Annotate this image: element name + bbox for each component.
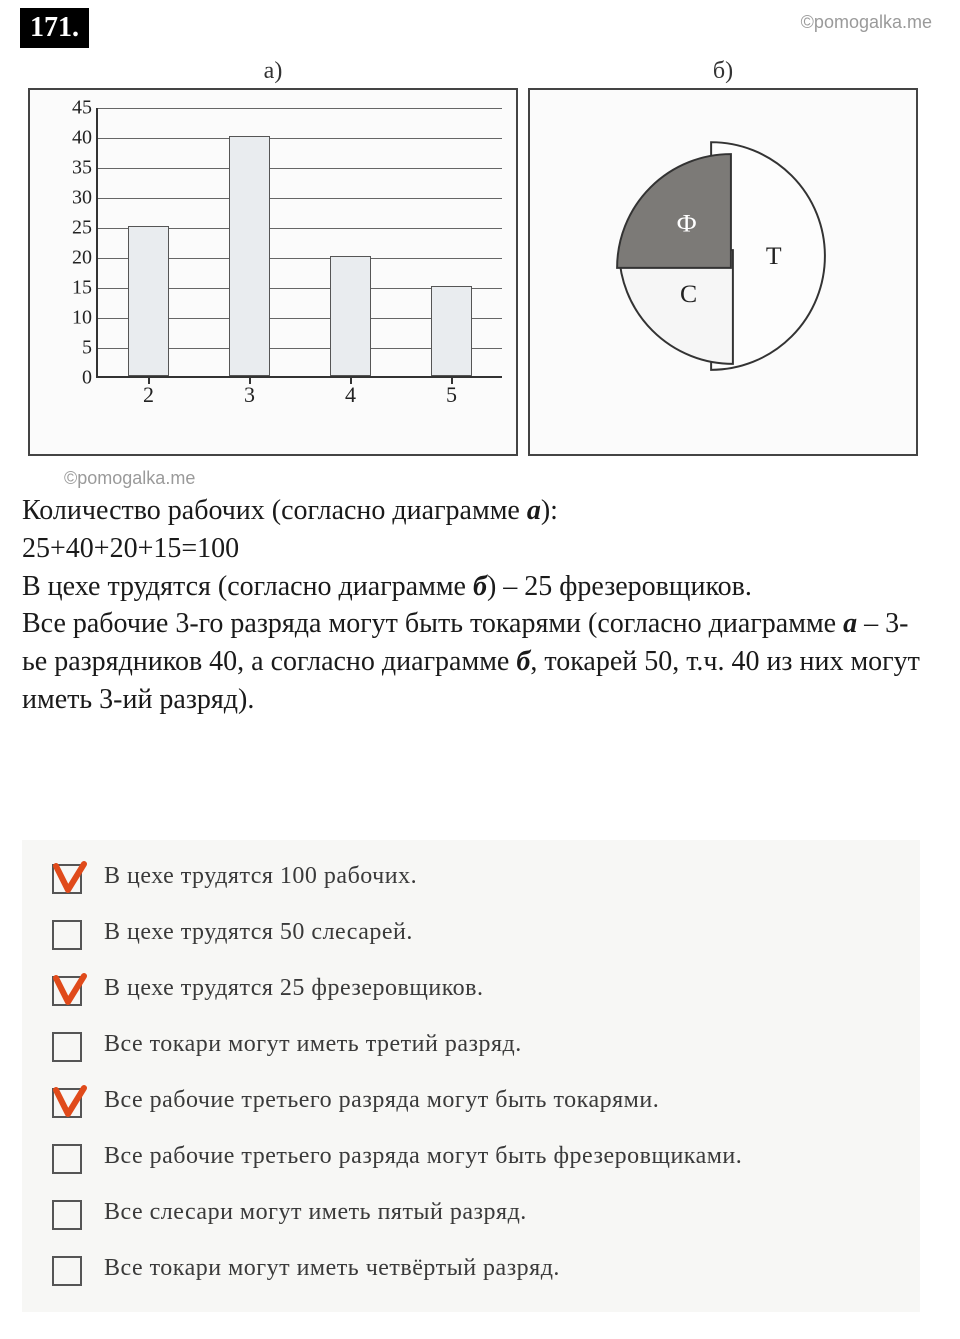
x-tick-label: 3 <box>244 376 255 408</box>
sol-l2: 25+40+20+15=100 <box>22 530 920 568</box>
checklist-label: Все токари могут иметь четвёртый разряд. <box>104 1254 890 1283</box>
pie-chart: Т С Ф <box>530 90 916 425</box>
checklist-label: Все слесари могут иметь пятый разряд. <box>104 1198 890 1227</box>
checklist-label: Все рабочие третьего разряда могут быть … <box>104 1086 890 1115</box>
y-tick-label: 30 <box>52 187 92 210</box>
solution-text: Количество рабочих (согласно диаграмме а… <box>22 492 920 719</box>
y-tick-label: 40 <box>52 127 92 150</box>
checklist-label: Все токари могут иметь третий разряд. <box>104 1030 890 1059</box>
checklist-row: В цехе трудятся 100 рабочих. <box>52 862 890 894</box>
watermark-mid: ©pomogalka.me <box>64 468 195 489</box>
panel-a-label: а) <box>28 58 518 88</box>
sol-l3em: б <box>473 571 487 602</box>
x-tick-label: 5 <box>446 376 457 408</box>
checklist-row: Все слесари могут иметь пятый разряд. <box>52 1198 890 1230</box>
gridline <box>98 108 502 109</box>
check-icon <box>52 1084 88 1120</box>
checklist-label: В цехе трудятся 50 слесарей. <box>104 918 890 947</box>
pie-slice-label: С <box>680 279 697 308</box>
y-tick-label: 5 <box>52 337 92 360</box>
gridline <box>98 138 502 139</box>
panel-b: б) Т С Ф <box>528 58 918 456</box>
sol-l3a: В цехе трудятся (согласно диаграмме <box>22 571 473 602</box>
check-icon <box>52 972 88 1008</box>
x-tick-label: 2 <box>143 376 154 408</box>
y-tick-label: 0 <box>52 367 92 390</box>
y-tick-label: 10 <box>52 307 92 330</box>
y-tick-label: 35 <box>52 157 92 180</box>
charts-row: а) 0510152025303540452345 б) ТСФ <box>28 58 932 456</box>
checklist: В цехе трудятся 100 рабочих. В цехе трудя… <box>22 840 920 1312</box>
checklist-label: В цехе трудятся 25 фрезеровщиков. <box>104 974 890 1003</box>
checkbox[interactable] <box>52 976 82 1006</box>
checkbox[interactable] <box>52 1032 82 1062</box>
bar <box>229 136 269 376</box>
checklist-row: Все токари могут иметь четвёртый разряд. <box>52 1254 890 1286</box>
sol-l1em: а <box>527 495 541 526</box>
y-tick-label: 25 <box>52 217 92 240</box>
sol-l4em1: а <box>843 608 857 639</box>
pie-slice-label: Т <box>766 241 782 270</box>
sol-l4em2: б <box>516 646 530 677</box>
task-number: 171. <box>20 8 89 48</box>
checkbox[interactable] <box>52 1256 82 1286</box>
checklist-row: Все токари могут иметь третий разряд. <box>52 1030 890 1062</box>
bar <box>128 226 168 376</box>
sol-l4a: Все рабочие 3-го разряда могут быть тока… <box>22 608 843 639</box>
gridline <box>98 168 502 169</box>
checkbox[interactable] <box>52 1088 82 1118</box>
panel-b-label: б) <box>528 58 918 88</box>
y-tick-label: 45 <box>52 97 92 120</box>
bar <box>431 286 471 376</box>
checklist-row: Все рабочие третьего разряда могут быть … <box>52 1086 890 1118</box>
bar <box>330 256 370 376</box>
y-tick-label: 20 <box>52 247 92 270</box>
gridline <box>98 198 502 199</box>
bar-chart: 0510152025303540452345 <box>30 90 516 425</box>
pie-slice-label: Ф <box>676 209 696 238</box>
y-tick-label: 15 <box>52 277 92 300</box>
watermark-top-right: ©pomogalka.me <box>801 12 932 33</box>
checklist-label: В цехе трудятся 100 рабочих. <box>104 862 890 891</box>
sol-l1b: ): <box>541 495 558 526</box>
sol-l3b: ) – 25 фрезеровщиков. <box>487 571 752 602</box>
checklist-label: Все рабочие третьего разряда могут быть … <box>104 1142 890 1171</box>
checklist-row: В цехе трудятся 25 фрезеровщиков. <box>52 974 890 1006</box>
pie-slice <box>617 154 731 268</box>
check-icon <box>52 860 88 896</box>
panel-b-box: Т С Ф <box>528 88 918 456</box>
panel-a: а) 0510152025303540452345 <box>28 58 518 456</box>
checkbox[interactable] <box>52 864 82 894</box>
checkbox[interactable] <box>52 1200 82 1230</box>
sol-l1a: Количество рабочих (согласно диаграмме <box>22 495 527 526</box>
checkbox[interactable] <box>52 1144 82 1174</box>
panel-a-box: 0510152025303540452345 <box>28 88 518 456</box>
checklist-row: В цехе трудятся 50 слесарей. <box>52 918 890 950</box>
checklist-row: Все рабочие третьего разряда могут быть … <box>52 1142 890 1174</box>
x-tick-label: 4 <box>345 376 356 408</box>
checkbox[interactable] <box>52 920 82 950</box>
pie-svg: Т С Ф <box>530 90 916 425</box>
bar-plot-area: 0510152025303540452345 <box>96 108 502 378</box>
